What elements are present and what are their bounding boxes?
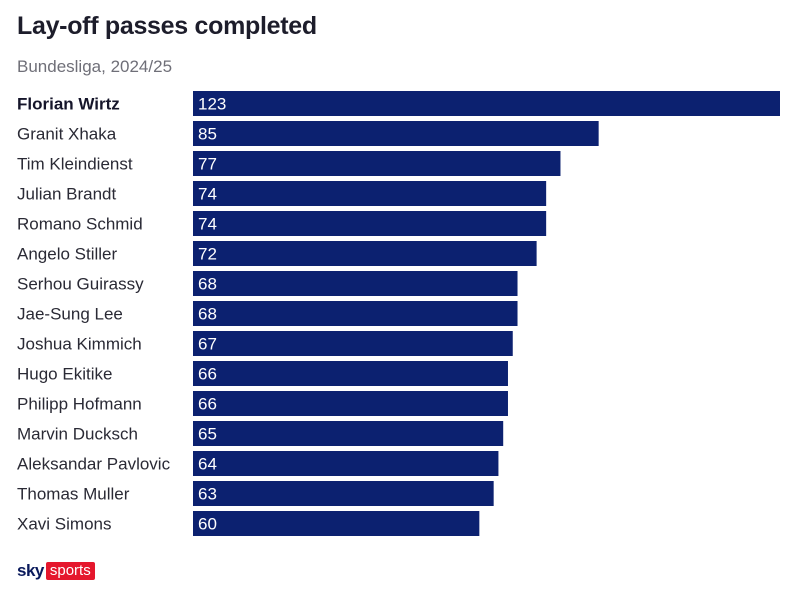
bar (193, 361, 508, 386)
bar-value-label: 123 (198, 95, 226, 114)
bar (193, 481, 494, 506)
bar (193, 151, 561, 176)
bar (193, 91, 780, 116)
bar (193, 211, 547, 236)
bar (193, 391, 508, 416)
category-label: Hugo Ekitike (17, 365, 112, 384)
category-label: Florian Wirtz (17, 95, 120, 114)
bar-value-label: 72 (198, 245, 217, 264)
category-label: Tim Kleindienst (17, 155, 133, 174)
bar (193, 301, 518, 326)
sky-sports-logo: sky sports (17, 561, 95, 581)
category-label: Romano Schmid (17, 215, 143, 234)
category-label: Joshua Kimmich (17, 335, 142, 354)
category-label: Aleksandar Pavlovic (17, 455, 171, 474)
bar-value-label: 77 (198, 155, 217, 174)
bar-value-label: 68 (198, 305, 217, 324)
category-label: Julian Brandt (17, 185, 117, 204)
category-label: Philipp Hofmann (17, 395, 142, 414)
bar-value-label: 85 (198, 125, 217, 144)
bar-value-label: 66 (198, 365, 217, 384)
bar-value-label: 68 (198, 275, 217, 294)
category-label: Xavi Simons (17, 515, 111, 534)
category-label: Angelo Stiller (17, 245, 118, 264)
bar (193, 331, 513, 356)
bar (193, 181, 547, 206)
chart-title: Lay-off passes completed (17, 12, 317, 40)
category-label: Thomas Muller (17, 485, 130, 504)
bar-value-label: 60 (198, 515, 217, 534)
bar-value-label: 67 (198, 335, 217, 354)
bar-value-label: 66 (198, 395, 217, 414)
bar-value-label: 74 (198, 185, 217, 204)
bar (193, 451, 499, 476)
category-label: Jae-Sung Lee (17, 305, 123, 324)
category-label: Serhou Guirassy (17, 275, 144, 294)
category-label: Marvin Ducksch (17, 425, 138, 444)
logo-sports-text: sports (45, 562, 95, 580)
bar (193, 271, 518, 296)
bar-value-label: 74 (198, 215, 217, 234)
category-label: Granit Xhaka (17, 125, 117, 144)
bar-value-label: 63 (198, 485, 217, 504)
bar (193, 241, 537, 266)
bar-value-label: 64 (198, 455, 217, 474)
chart-subtitle: Bundesliga, 2024/25 (17, 57, 173, 76)
bar-value-label: 65 (198, 425, 217, 444)
logo-sky-text: sky (17, 561, 44, 580)
bar (193, 421, 504, 446)
bar (193, 511, 480, 536)
bar (193, 121, 599, 146)
